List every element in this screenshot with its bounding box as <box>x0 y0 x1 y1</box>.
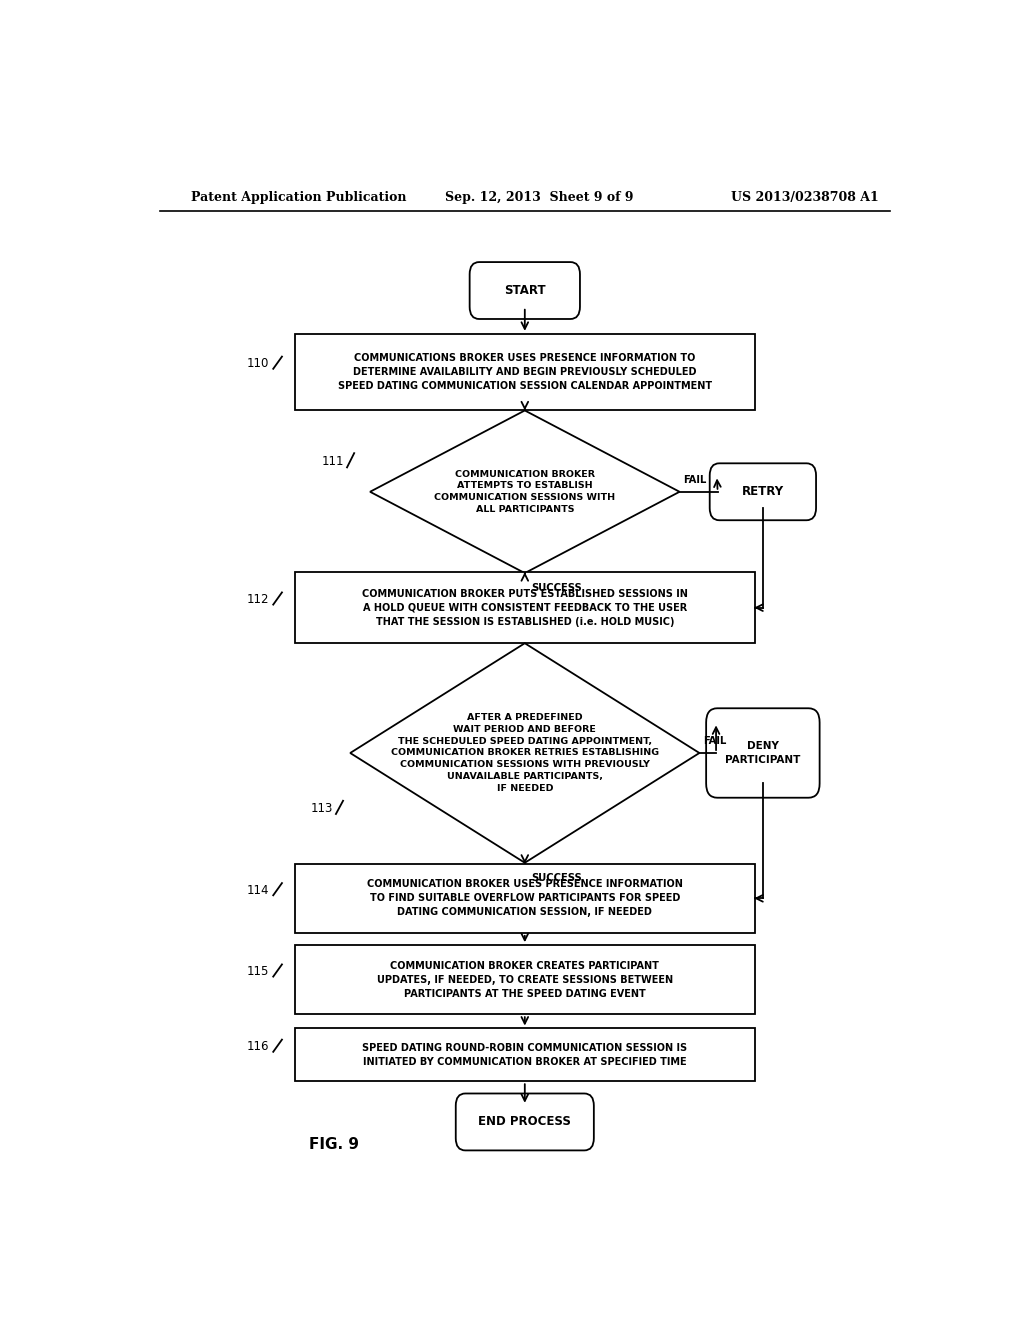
Text: START: START <box>504 284 546 297</box>
Text: SUCCESS: SUCCESS <box>531 583 582 593</box>
Text: 110: 110 <box>247 358 269 370</box>
Text: Patent Application Publication: Patent Application Publication <box>191 190 407 203</box>
Text: 112: 112 <box>247 593 269 606</box>
Text: SPEED DATING ROUND-ROBIN COMMUNICATION SESSION IS
INITIATED BY COMMUNICATION BRO: SPEED DATING ROUND-ROBIN COMMUNICATION S… <box>362 1043 687 1067</box>
Text: RETRY: RETRY <box>741 486 784 498</box>
FancyBboxPatch shape <box>710 463 816 520</box>
Text: FIG. 9: FIG. 9 <box>309 1137 359 1152</box>
Text: COMMUNICATION BROKER CREATES PARTICIPANT
UPDATES, IF NEEDED, TO CREATE SESSIONS : COMMUNICATION BROKER CREATES PARTICIPANT… <box>377 961 673 999</box>
Text: Sep. 12, 2013  Sheet 9 of 9: Sep. 12, 2013 Sheet 9 of 9 <box>445 190 634 203</box>
Text: COMMUNICATION BROKER
ATTEMPTS TO ESTABLISH
COMMUNICATION SESSIONS WITH
ALL PARTI: COMMUNICATION BROKER ATTEMPTS TO ESTABLI… <box>434 470 615 513</box>
Polygon shape <box>370 411 680 573</box>
FancyBboxPatch shape <box>470 263 580 319</box>
Text: US 2013/0238708 A1: US 2013/0238708 A1 <box>731 190 879 203</box>
Text: COMMUNICATIONS BROKER USES PRESENCE INFORMATION TO
DETERMINE AVAILABILITY AND BE: COMMUNICATIONS BROKER USES PRESENCE INFO… <box>338 352 712 391</box>
Text: END PROCESS: END PROCESS <box>478 1115 571 1129</box>
Text: 115: 115 <box>247 965 269 978</box>
Text: COMMUNICATION BROKER PUTS ESTABLISHED SESSIONS IN
A HOLD QUEUE WITH CONSISTENT F: COMMUNICATION BROKER PUTS ESTABLISHED SE… <box>361 589 688 627</box>
Bar <box>295 1028 755 1081</box>
Bar <box>295 334 755 411</box>
Text: SUCCESS: SUCCESS <box>531 873 582 883</box>
Polygon shape <box>350 643 699 863</box>
Text: FAIL: FAIL <box>703 735 727 746</box>
Bar <box>295 863 755 933</box>
FancyBboxPatch shape <box>456 1093 594 1151</box>
FancyBboxPatch shape <box>707 709 819 797</box>
Text: AFTER A PREDEFINED
WAIT PERIOD AND BEFORE
THE SCHEDULED SPEED DATING APPOINTMENT: AFTER A PREDEFINED WAIT PERIOD AND BEFOR… <box>391 713 658 793</box>
Text: 111: 111 <box>322 455 344 467</box>
Text: FAIL: FAIL <box>684 475 707 484</box>
Text: 116: 116 <box>247 1040 269 1053</box>
Bar <box>295 945 755 1014</box>
Bar <box>295 572 755 643</box>
Text: COMMUNICATION BROKER USES PRESENCE INFORMATION
TO FIND SUITABLE OVERFLOW PARTICI: COMMUNICATION BROKER USES PRESENCE INFOR… <box>367 879 683 917</box>
Text: 114: 114 <box>247 883 269 896</box>
Text: 113: 113 <box>310 803 333 816</box>
Text: DENY
PARTICIPANT: DENY PARTICIPANT <box>725 742 801 764</box>
